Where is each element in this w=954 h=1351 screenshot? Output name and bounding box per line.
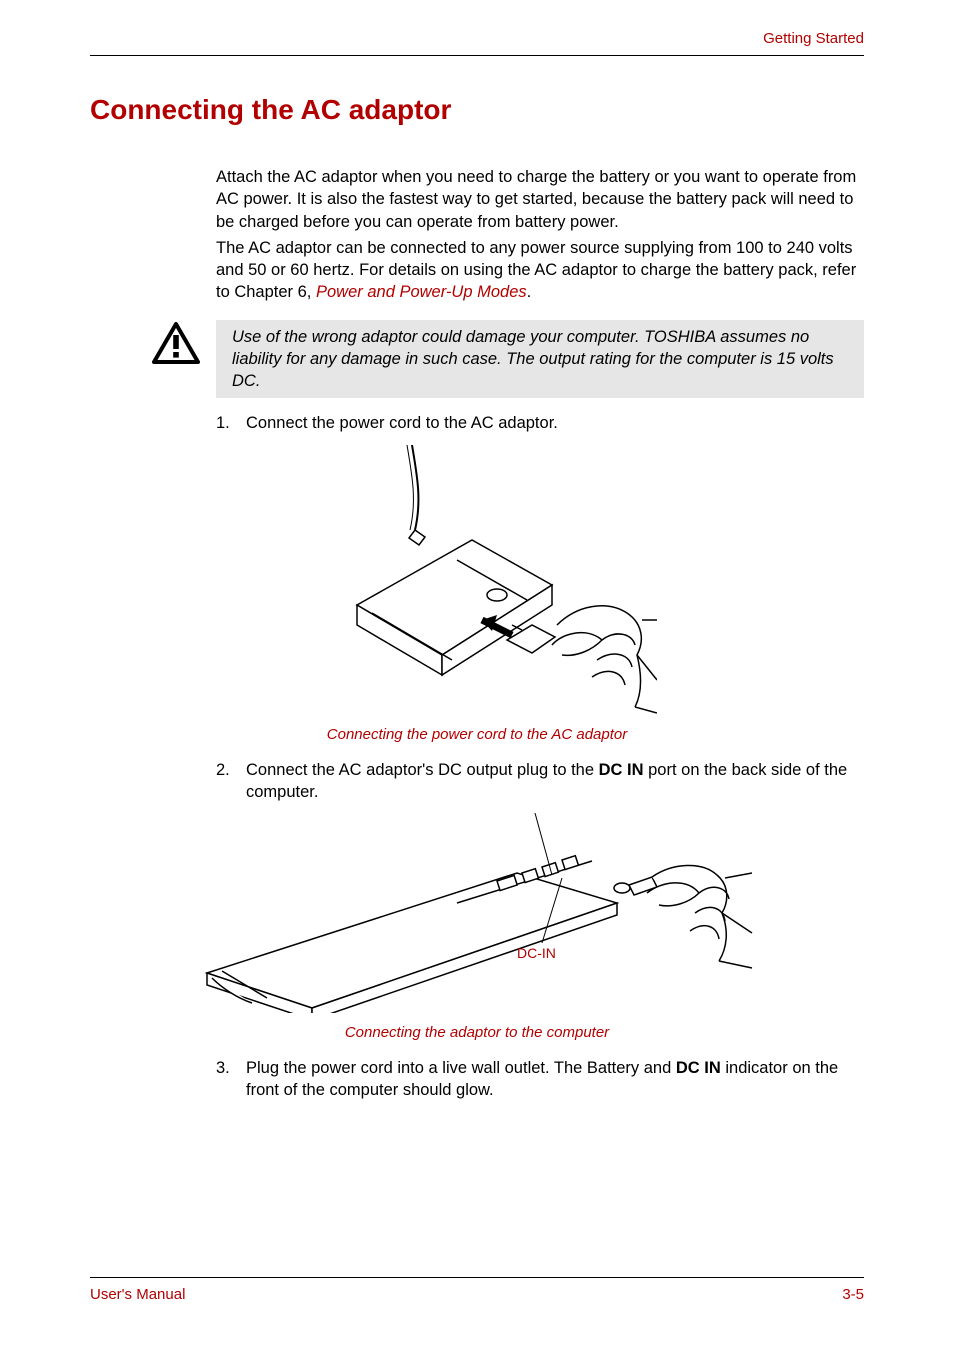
power-modes-link[interactable]: Power and Power-Up Modes — [316, 283, 527, 301]
figure-2-caption: Connecting the adaptor to the computer — [90, 1024, 864, 1041]
step-2-number: 2. — [216, 759, 246, 804]
step-3-number: 3. — [216, 1057, 246, 1102]
section-title: Connecting the AC adaptor — [90, 94, 864, 126]
warning-callout: Use of the wrong adaptor could damage yo… — [152, 320, 864, 399]
step-2: 2. Connect the AC adaptor's DC output pl… — [216, 759, 864, 804]
footer-page-number: 3-5 — [842, 1286, 864, 1303]
step-3-text: Plug the power cord into a live wall out… — [246, 1057, 864, 1102]
header-rule — [90, 55, 864, 56]
intro-paragraph-1: Attach the AC adaptor when you need to c… — [216, 166, 864, 233]
page-footer: User's Manual 3-5 — [90, 1277, 864, 1303]
step-1-number: 1. — [216, 412, 246, 434]
intro-paragraph-2: The AC adaptor can be connected to any p… — [216, 237, 864, 304]
figure-2: DC-IN — [90, 813, 864, 1018]
warning-icon — [152, 320, 200, 371]
warning-text: Use of the wrong adaptor could damage yo… — [216, 320, 864, 399]
figure-1 — [90, 445, 864, 720]
para2-post: . — [527, 283, 532, 301]
footer-rule — [90, 1277, 864, 1278]
footer-manual-label: User's Manual — [90, 1286, 185, 1303]
step-2-text: Connect the AC adaptor's DC output plug … — [246, 759, 864, 804]
step-1: 1. Connect the power cord to the AC adap… — [216, 412, 864, 434]
figure-1-caption: Connecting the power cord to the AC adap… — [90, 726, 864, 743]
dc-in-label: DC-IN — [517, 945, 556, 961]
header-section-label: Getting Started — [90, 30, 864, 55]
step-3: 3. Plug the power cord into a live wall … — [216, 1057, 864, 1102]
step-1-text: Connect the power cord to the AC adaptor… — [246, 412, 864, 434]
para2-pre: The AC adaptor can be connected to any p… — [216, 239, 856, 302]
